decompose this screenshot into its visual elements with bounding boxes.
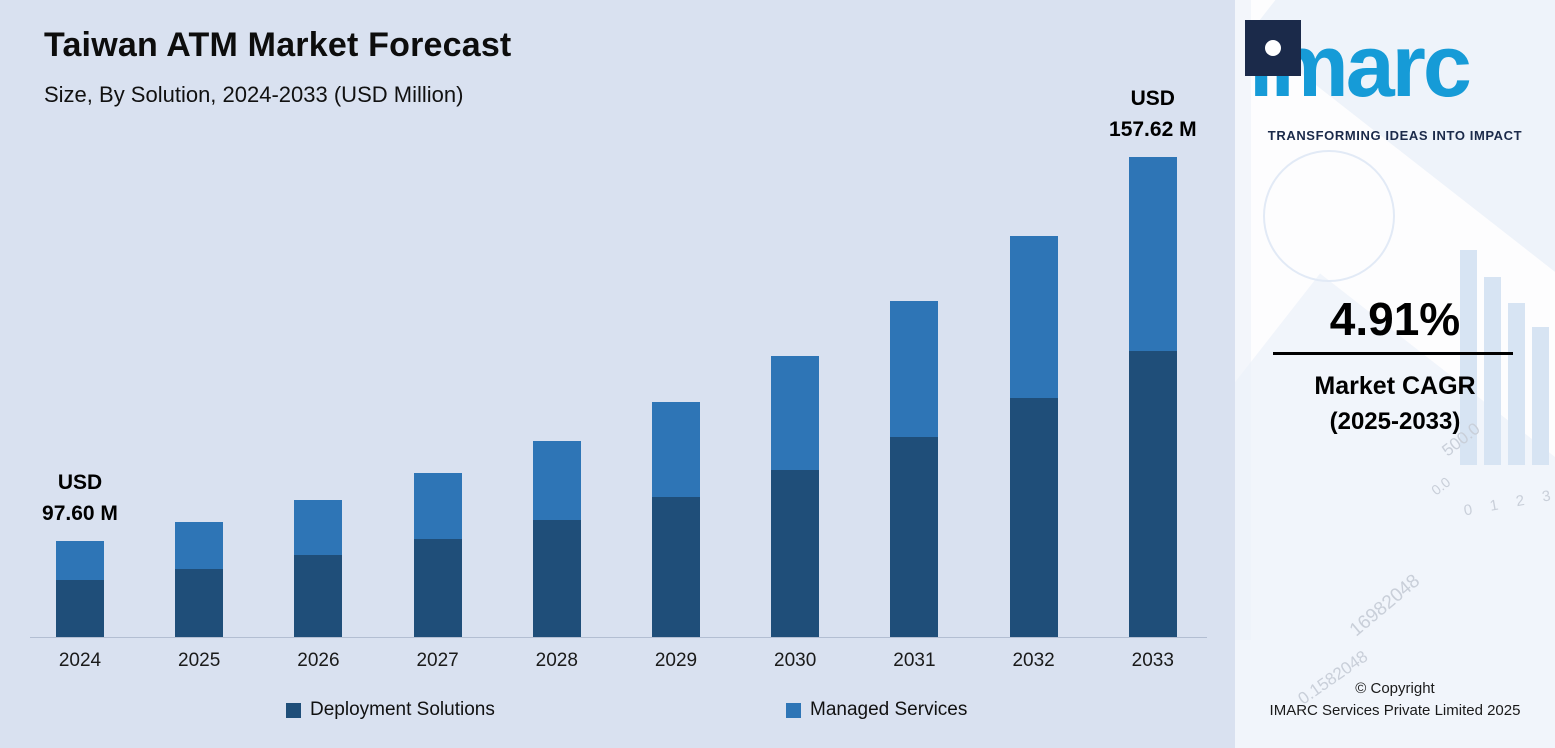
- cagr-value: 4.91%: [1329, 293, 1461, 345]
- chart-region: Taiwan ATM Market Forecast Size, By Solu…: [0, 0, 1235, 748]
- bar-segment-deployment-solutions-2024: [56, 580, 104, 637]
- bar-segment-managed-services-2025: [175, 522, 224, 569]
- legend-swatch-managed-services: [786, 702, 801, 718]
- bar-segment-deployment-solutions-2029: [652, 497, 700, 637]
- copyright-line-2: IMARC Services Private Limited 2025: [1269, 702, 1521, 719]
- panel-content: imarc TRANSFORMING IDEAS INTO IMPACT 4.9…: [1235, 0, 1555, 748]
- cagr-period: (2025-2033): [1329, 408, 1461, 435]
- x-axis-label-2025: 2025: [178, 650, 221, 671]
- bar-segment-managed-services-2028: [532, 441, 581, 520]
- bar-value-label-2024-amount: 97.60 M: [42, 502, 118, 525]
- legend-label-managed-services: Managed Services: [810, 699, 968, 720]
- x-axis-label-2026: 2026: [297, 650, 340, 671]
- bar-value-label-2024-currency: USD: [57, 471, 103, 494]
- bar-value-label-2033-amount: 157.62 M: [1109, 118, 1197, 141]
- decorative-circle: [1263, 150, 1395, 282]
- bar-segment-managed-services-2027: [413, 473, 462, 539]
- x-axis-label-2031: 2031: [893, 650, 936, 671]
- x-axis-label-2027: 2027: [416, 650, 459, 671]
- cagr-divider: [1273, 352, 1513, 355]
- x-axis-label-2024: 2024: [58, 650, 102, 671]
- bar-segment-deployment-solutions-2032: [1009, 398, 1058, 637]
- bar-segment-deployment-solutions-2026: [294, 555, 343, 637]
- cagr-label: Market CAGR: [1314, 372, 1476, 400]
- x-axis-label-2033: 2033: [1131, 650, 1174, 671]
- bar-segment-deployment-solutions-2030: [771, 470, 820, 637]
- x-axis-label-2029: 2029: [654, 650, 698, 671]
- legend-swatch-deployment-solutions: [286, 702, 301, 718]
- legend-label-deployment-solutions: Deployment Solutions: [310, 699, 495, 720]
- bar-segment-managed-services-2030: [771, 356, 820, 470]
- decorative-mini-bars: [1460, 250, 1555, 465]
- bar-segment-deployment-solutions-2027: [413, 539, 462, 637]
- imarc-logo-square-icon: [1245, 20, 1301, 76]
- bar-segment-deployment-solutions-2031: [890, 437, 939, 637]
- bar-segment-deployment-solutions-2028: [532, 520, 581, 637]
- bar-segment-managed-services-2033: [1128, 157, 1177, 351]
- chart-title: Taiwan ATM Market Forecast: [44, 26, 512, 64]
- bar-value-label-2033-currency: USD: [1130, 87, 1175, 110]
- x-axis-baseline: [30, 637, 1207, 638]
- x-axis-label-2028: 2028: [535, 650, 578, 671]
- bar-value-label-2033: USD 157.62 M: [1068, 83, 1238, 145]
- imarc-logo: imarc: [1245, 14, 1545, 124]
- bar-segment-managed-services-2032: [1009, 236, 1058, 398]
- copyright-line-1: © Copyright: [1355, 680, 1435, 697]
- x-axis-label-2030: 2030: [774, 650, 817, 671]
- x-axis-label-2032: 2032: [1012, 650, 1055, 671]
- legend-item-managed-services: Managed Services: [786, 699, 967, 721]
- bar-segment-managed-services-2029: [652, 402, 700, 497]
- bar-segment-deployment-solutions-2025: [175, 569, 224, 637]
- imarc-tagline: TRANSFORMING IDEAS INTO IMPACT: [1267, 128, 1523, 143]
- legend-item-deployment-solutions: Deployment Solutions: [286, 699, 495, 721]
- brand-side-panel: 500.0 0.0 0 1 2 3 4 16982048 0.1582048 i…: [1235, 0, 1555, 748]
- bar-segment-managed-services-2026: [294, 500, 343, 555]
- chart-legend: Deployment Solutions Managed Services: [0, 699, 1235, 727]
- copyright-notice: © Copyright IMARC Services Private Limit…: [1235, 678, 1555, 722]
- bar-value-label-2024: USD 97.60 M: [0, 467, 165, 529]
- chart-subtitle: Size, By Solution, 2024-2033 (USD Millio…: [44, 82, 464, 107]
- bar-segment-managed-services-2031: [890, 301, 939, 437]
- bar-segment-deployment-solutions-2033: [1128, 351, 1177, 637]
- bar-segment-managed-services-2024: [56, 541, 104, 580]
- bar-chart-plot-area: USD 97.60 M USD 157.62 M 2024 2025 2026 202…: [0, 83, 1238, 671]
